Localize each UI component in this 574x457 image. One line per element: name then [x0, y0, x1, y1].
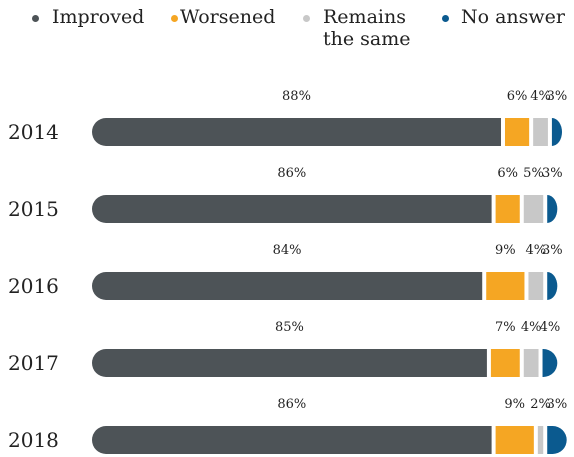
legend-label-improved: Improved	[52, 6, 145, 28]
data-label-remains-the-same-2016: 4%	[526, 243, 547, 258]
legend-dot-improved	[32, 15, 39, 22]
legend-dot-worsened	[171, 15, 178, 22]
data-label-improved-2017: 85%	[275, 320, 304, 335]
bar-worsened-2016	[486, 272, 525, 300]
bar-worsened-2018	[495, 426, 534, 454]
y-tick-2015: 2015	[8, 197, 59, 221]
data-label-no-answer-2014: 3%	[547, 89, 568, 104]
y-tick-2018: 2018	[8, 428, 59, 452]
legend-item-improved: Improved	[32, 6, 162, 28]
bar-remains-the-same-2014	[533, 118, 548, 146]
legend-label-remains: Remains the same	[323, 6, 411, 50]
data-label-no-answer-2015: 3%	[542, 166, 563, 181]
bar-no-answer-2014	[551, 118, 562, 146]
data-label-remains-the-same-2018: 2%	[530, 397, 551, 412]
data-label-remains-the-same-2015: 5%	[523, 166, 544, 181]
bar-improved-2015	[92, 195, 492, 223]
data-label-improved-2018: 86%	[277, 397, 306, 412]
data-label-no-answer-2017: 4%	[540, 320, 561, 335]
bar-no-answer-2018	[547, 426, 567, 454]
bar-improved-2018	[92, 426, 492, 454]
y-tick-2016: 2016	[8, 274, 59, 298]
data-label-worsened-2014: 6%	[507, 89, 528, 104]
bar-improved-2016	[92, 272, 483, 300]
data-label-remains-the-same-2014: 4%	[530, 89, 551, 104]
data-label-no-answer-2016: 3%	[542, 243, 563, 258]
bar-remains-the-same-2015	[523, 195, 544, 223]
legend-item-worsened: Worsened	[171, 6, 290, 28]
bar-no-answer-2015	[547, 195, 558, 223]
data-label-worsened-2018: 9%	[504, 397, 525, 412]
data-label-no-answer-2018: 3%	[547, 397, 568, 412]
legend: Improved Worsened Remains the same No an…	[0, 6, 574, 58]
data-label-improved-2015: 86%	[277, 166, 306, 181]
y-tick-2017: 2017	[8, 351, 59, 375]
bar-improved-2017	[92, 349, 487, 377]
legend-dot-no-answer	[442, 15, 449, 22]
legend-label-worsened: Worsened	[180, 6, 276, 28]
y-tick-2014: 2014	[8, 120, 59, 144]
bar-remains-the-same-2018	[537, 426, 544, 454]
bar-worsened-2015	[495, 195, 520, 223]
bar-remains-the-same-2017	[523, 349, 539, 377]
bar-remains-the-same-2016	[528, 272, 544, 300]
data-label-improved-2014: 88%	[282, 89, 311, 104]
bar-no-answer-2017	[542, 349, 558, 377]
bar-worsened-2017	[490, 349, 520, 377]
legend-item-no-answer: No answer	[442, 6, 574, 28]
legend-dot-remains	[303, 15, 310, 22]
data-label-worsened-2017: 7%	[495, 320, 516, 335]
legend-item-remains: Remains the same	[303, 6, 423, 50]
bar-worsened-2014	[504, 118, 530, 146]
legend-label-no-answer: No answer	[461, 6, 566, 28]
data-label-worsened-2016: 9%	[495, 243, 516, 258]
data-label-remains-the-same-2017: 4%	[521, 320, 542, 335]
bar-no-answer-2016	[547, 272, 558, 300]
bar-improved-2014	[92, 118, 501, 146]
data-label-worsened-2015: 6%	[497, 166, 518, 181]
data-label-improved-2016: 84%	[273, 243, 302, 258]
